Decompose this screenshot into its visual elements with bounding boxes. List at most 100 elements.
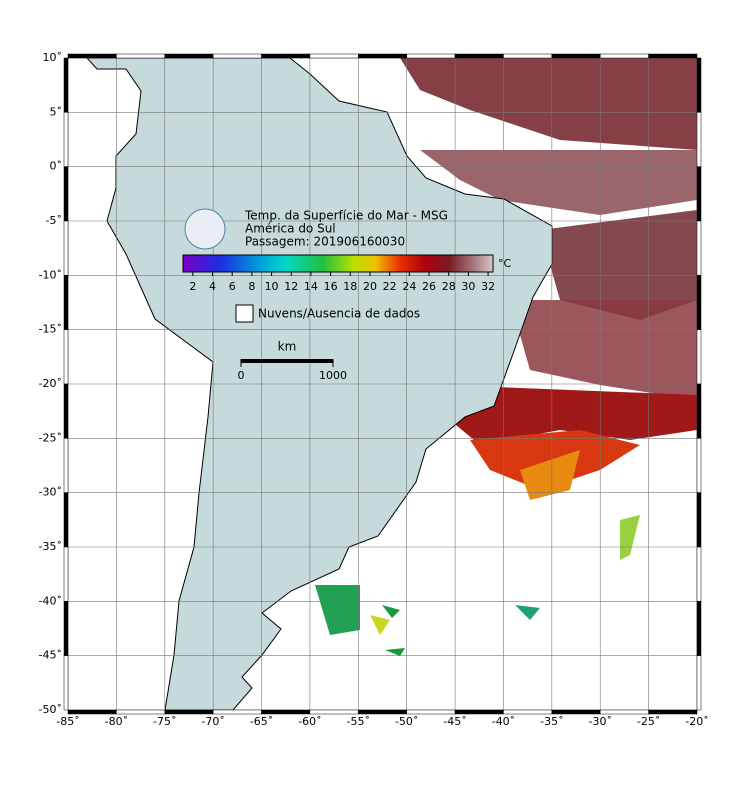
lon-tick-label: -85˚ (56, 715, 79, 728)
colorbar-tick-label: 6 (229, 280, 236, 293)
frame-segment (63, 601, 69, 656)
lat-tick-label: 5˚ (50, 105, 63, 118)
colorbar-tick-label: 4 (209, 280, 216, 293)
frame-segment (358, 53, 407, 59)
frame-segment (358, 709, 407, 715)
colorbar-tick-label: 22 (383, 280, 397, 293)
frame-segment (67, 53, 117, 59)
frame-segment (63, 220, 69, 276)
frame-segment (454, 53, 504, 59)
colorbar-tick-label: 2 (189, 280, 196, 293)
lon-tick-label: -25˚ (637, 715, 660, 728)
scale-bar (241, 359, 333, 363)
colorbar-tick-label: 32 (481, 280, 495, 293)
colorbar-unit: °C (498, 257, 512, 270)
colorbar-tick-label: 12 (284, 280, 298, 293)
frame-segment (406, 709, 456, 715)
lat-tick-label: -30˚ (39, 486, 62, 499)
sst-field (315, 58, 697, 656)
lon-tick-label: -40˚ (492, 715, 515, 728)
frame-segment (67, 709, 117, 715)
colorbar-tick-label: 24 (402, 280, 416, 293)
subtitle: América do Sul (245, 222, 336, 236)
frame-segment (261, 709, 311, 715)
frame-border (63, 53, 702, 715)
legend-swatch (235, 304, 254, 323)
title: Temp. da Superfície do Mar - MSG (244, 209, 448, 223)
frame-segment (696, 275, 702, 330)
scale-tick-label: 1000 (319, 369, 347, 382)
colorbar-tick-label: 30 (461, 280, 475, 293)
colorbar-tick-label: 20 (363, 280, 377, 293)
lat-tick-label: 0˚ (50, 160, 63, 173)
graticule (68, 58, 697, 710)
lon-tick-label: -50˚ (395, 715, 418, 728)
frame-segment (116, 709, 166, 715)
frame-segment (696, 655, 702, 711)
colorbar (182, 254, 494, 273)
frame-segment (212, 709, 262, 715)
frame-segment (63, 329, 69, 385)
frame-segment (696, 438, 702, 493)
frame-segment (599, 53, 649, 59)
colorbar-tick-label: 16 (324, 280, 338, 293)
frame-segment (63, 492, 69, 548)
lat-tick-label: -50˚ (39, 703, 62, 716)
lat-tick-label: -10˚ (39, 268, 62, 281)
lon-tick-label: -45˚ (443, 715, 466, 728)
frame-segment (648, 53, 698, 59)
colorbar-tick-label: 10 (265, 280, 279, 293)
inpe-logo (184, 208, 226, 250)
frame-segment (63, 383, 69, 439)
frame-segment (599, 709, 649, 715)
lat-tick-label: -40˚ (39, 594, 62, 607)
frame-segment (309, 709, 359, 715)
lon-tick-label: -70˚ (201, 715, 224, 728)
lon-tick-label: -35˚ (540, 715, 563, 728)
frame-segment (212, 53, 262, 59)
lat-tick-label: 10˚ (43, 51, 63, 64)
lat-tick-label: -35˚ (39, 540, 62, 553)
pass-time: Passagem: 201906160030 (245, 235, 405, 249)
colorbar-tick-label: 26 (422, 280, 436, 293)
frame-segment (63, 166, 69, 222)
lon-tick-label: -30˚ (588, 715, 611, 728)
frame-segment (503, 53, 553, 59)
frame-segment (696, 601, 702, 656)
frame-segment (696, 220, 702, 276)
frame-segment (648, 709, 698, 715)
frame-segment (696, 166, 702, 222)
lat-tick-label: -25˚ (39, 431, 62, 444)
lat-tick-label: -5˚ (46, 214, 62, 227)
frame-segment (63, 112, 69, 167)
lon-tick-label: -55˚ (347, 715, 370, 728)
lon-tick-label: -20˚ (685, 715, 708, 728)
frame-segment (696, 383, 702, 439)
lat-tick-label: -45˚ (39, 649, 62, 662)
frame-segment (696, 112, 702, 167)
colorbar-tick-label: 8 (248, 280, 255, 293)
title-block: Temp. da Superfície do Mar - MSG América… (184, 208, 448, 250)
frame-segment (63, 275, 69, 330)
frame-segment (261, 53, 311, 59)
frame-segment (551, 53, 601, 59)
colorbar-tick-label: 14 (304, 280, 318, 293)
lon-tick-label: -80˚ (105, 715, 128, 728)
scale-unit: km (278, 340, 297, 354)
lon-tick-label: -75˚ (153, 715, 176, 728)
frame-segment (551, 709, 601, 715)
frame-segment (63, 57, 69, 113)
frame-segment (116, 53, 166, 59)
frame-segment (406, 53, 456, 59)
frame-segment (454, 709, 504, 715)
map-area (68, 58, 697, 710)
colorbar-tick-label: 28 (442, 280, 456, 293)
frame-segment (309, 53, 359, 59)
lon-tick-label: -60˚ (298, 715, 321, 728)
lat-tick-label: -20˚ (39, 377, 62, 390)
lat-tick-label: -15˚ (39, 323, 62, 336)
colorbar-tick-label: 18 (343, 280, 357, 293)
frame-segment (63, 438, 69, 493)
scale-tick-label: 0 (238, 369, 245, 382)
